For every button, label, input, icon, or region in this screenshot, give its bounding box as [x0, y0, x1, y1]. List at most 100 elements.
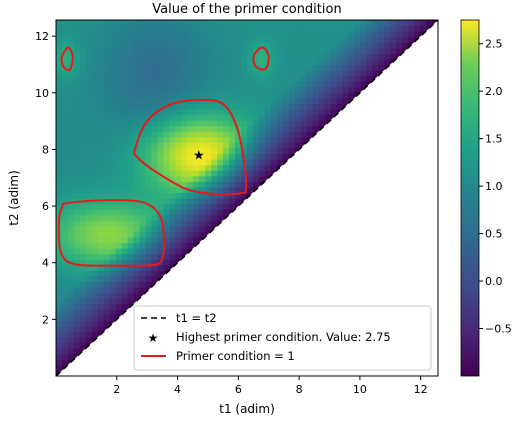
colorbar-tick-label: 1.5: [485, 133, 503, 146]
heatmap-cell: [187, 81, 194, 88]
heatmap-cell: [139, 31, 147, 38]
heatmap-cell: [157, 109, 165, 116]
heatmap-cell: [109, 220, 117, 227]
heatmap-cell: [223, 114, 230, 121]
heatmap-cell: [145, 209, 153, 216]
heatmap-cell: [61, 86, 69, 93]
heatmap-cell: [193, 198, 200, 205]
heatmap-cell: [133, 236, 141, 244]
heatmap-cell: [300, 70, 308, 77]
heatmap-cell: [199, 153, 206, 160]
heatmap-cell: [115, 25, 123, 32]
heatmap-cell: [115, 298, 123, 305]
heatmap-cell: [85, 131, 93, 138]
heatmap-cell: [151, 186, 159, 194]
heatmap-cell: [163, 264, 171, 271]
y-tick-label: 8: [42, 143, 49, 156]
heatmap-cell: [414, 20, 421, 27]
heatmap-cell: [67, 192, 75, 199]
heatmap-cell: [91, 58, 99, 66]
heatmap-cell: [73, 275, 81, 283]
heatmap-cell: [163, 198, 171, 205]
heatmap-cell: [252, 70, 260, 77]
heatmap-cell: [300, 97, 308, 105]
heatmap-cell: [73, 75, 81, 82]
heatmap-cell: [97, 75, 105, 82]
heatmap-cell: [169, 192, 176, 199]
heatmap-cell: [163, 42, 171, 49]
heatmap-cell: [187, 181, 194, 188]
heatmap-cell: [133, 264, 141, 271]
heatmap-cell: [121, 292, 129, 299]
heatmap-cell: [109, 203, 117, 210]
heatmap-cell: [378, 42, 385, 49]
heatmap-cell: [139, 36, 147, 43]
heatmap-cell: [288, 20, 296, 27]
heatmap-cell: [247, 164, 254, 171]
heatmap-cell: [91, 242, 99, 249]
heatmap-cell: [145, 125, 153, 132]
heatmap-cell: [247, 75, 254, 82]
heatmap-cell: [139, 131, 147, 138]
heatmap-cell: [264, 159, 272, 166]
contour-line: [57, 199, 166, 267]
legend-label-diagonal: t1 = t2: [176, 311, 217, 325]
heatmap-cell: [73, 309, 81, 316]
heatmap-cell: [157, 125, 165, 132]
heatmap-cell: [294, 47, 302, 54]
heatmap-cell: [342, 25, 350, 32]
heatmap-cell: [121, 270, 129, 277]
heatmap-cell: [103, 270, 111, 277]
heatmap-cell: [247, 170, 254, 177]
heatmap-cell: [169, 125, 176, 132]
heatmap-cell: [241, 64, 248, 71]
heatmap-cell: [157, 186, 165, 194]
heatmap-cell: [73, 170, 81, 177]
heatmap-cell: [127, 259, 135, 266]
heatmap-cell: [61, 314, 69, 321]
heatmap-cell: [336, 81, 344, 88]
heatmap-cell: [79, 64, 87, 71]
heatmap-cell: [133, 36, 141, 43]
heatmap-cell: [103, 209, 111, 216]
heatmap-cell: [163, 248, 171, 255]
heatmap-cell: [109, 103, 117, 110]
heatmap-cell: [354, 86, 362, 93]
heatmap-cell: [270, 81, 278, 88]
heatmap-cell: [121, 242, 129, 249]
heatmap-cell: [163, 220, 171, 227]
heatmap-cell: [79, 320, 87, 327]
heatmap-cell: [390, 20, 397, 27]
heatmap-cell: [306, 36, 314, 43]
heatmap-cell: [73, 298, 81, 305]
heatmap-cell: [282, 109, 290, 116]
heatmap-cell: [61, 214, 69, 221]
heatmap-cell: [79, 186, 87, 194]
heatmap-cell: [97, 42, 105, 49]
heatmap-cell: [169, 248, 176, 255]
heatmap-cell: [175, 203, 182, 210]
heatmap-cell: [193, 114, 200, 121]
heatmap-cell: [139, 109, 147, 116]
heatmap-cell: [199, 81, 206, 88]
heatmap-cell: [175, 225, 182, 232]
heatmap-cell: [145, 42, 153, 49]
heatmap-cell: [127, 287, 135, 294]
heatmap-cell: [241, 47, 248, 54]
heatmap-cell: [145, 220, 153, 227]
heatmap-cell: [187, 131, 194, 138]
heatmap-cell: [247, 53, 254, 60]
heatmap-cell: [288, 86, 296, 93]
heatmap-cell: [229, 164, 236, 171]
heatmap-cell: [145, 264, 153, 271]
heatmap-cell: [67, 25, 75, 32]
heatmap-cell: [139, 81, 147, 88]
heatmap-cell: [85, 303, 93, 310]
heatmap-cell: [151, 225, 159, 232]
heatmap-cell: [85, 236, 93, 244]
heatmap-cell: [73, 131, 81, 138]
heatmap-cell: [139, 47, 147, 54]
heatmap-cell: [97, 309, 105, 316]
heatmap-cell: [205, 36, 212, 43]
heatmap-cell: [109, 181, 117, 188]
